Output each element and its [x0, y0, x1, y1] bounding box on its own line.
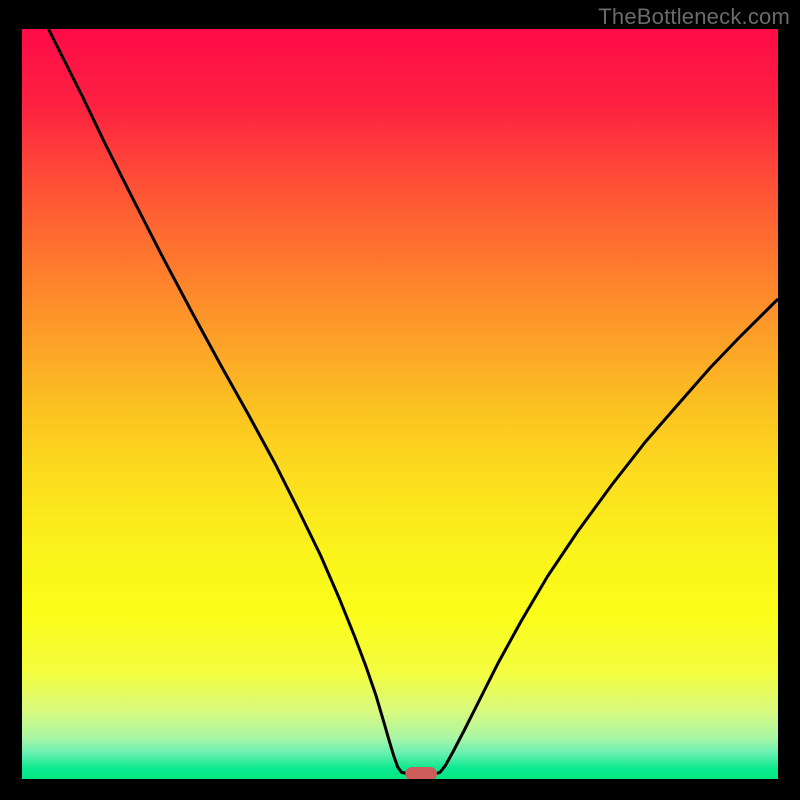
chart-background	[22, 29, 778, 779]
optimal-point-marker	[405, 767, 437, 779]
watermark-text: TheBottleneck.com	[598, 4, 790, 30]
bottleneck-chart	[22, 29, 778, 779]
outer-frame: TheBottleneck.com	[0, 0, 800, 800]
